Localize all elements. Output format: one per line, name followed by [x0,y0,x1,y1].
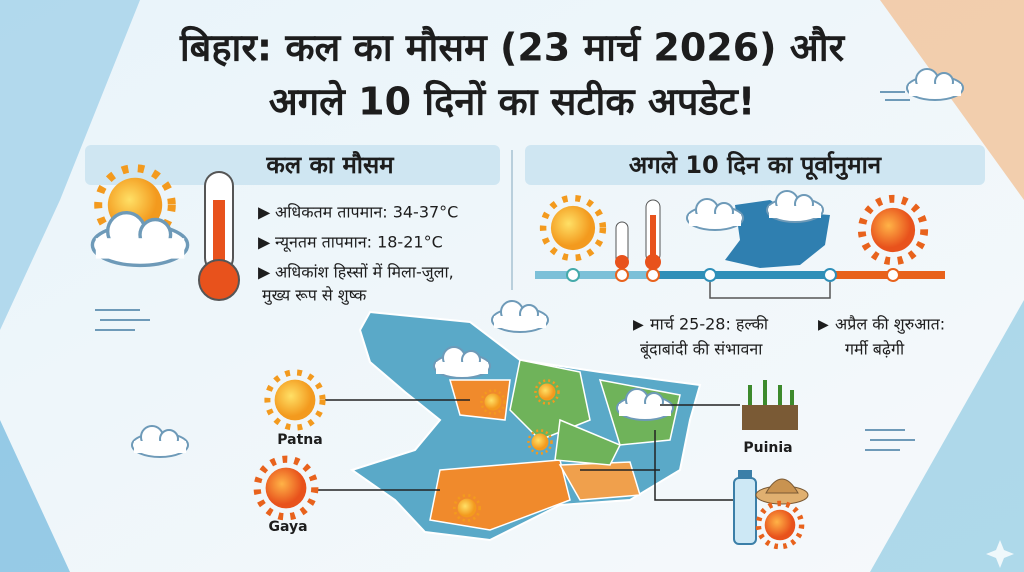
decor [880,0,1024,200]
note-text: गर्मी बढ़ेगी [845,340,905,359]
decor [0,0,140,330]
city-label: Gaya [268,519,307,535]
bullets: ▶ अधिकतम तापमान: 34-37°C ▶ न्यूनतम तापमा… [258,203,458,306]
bullet-marker: ▶ [258,233,271,252]
bullet-text: अधिकांश हिस्सों में मिला-जुला, [275,263,454,283]
sparkle [986,540,1014,568]
panel-title: अगले 10 दिन का पूर्वानुमान [629,151,883,181]
bullet-text: मुख्य रूप से शुष्क [262,286,367,306]
note-marker: ▶ [818,317,829,333]
note-marker: ▶ [633,317,644,333]
water-bottle [733,470,757,545]
crop-icon [742,380,798,430]
bullet-text: अधिकतम तापमान: 34-37°C [275,203,458,222]
thermometer [615,199,661,270]
note-text: बूंदाबांदी की संभावना [640,340,763,360]
wind-icon [95,91,915,451]
hat-icon [755,478,809,505]
bullet-text: न्यूनतम तापमान: 18-21°C [275,233,443,253]
title: बिहार: कल का मौसम (23 मार्च 2026) और [179,26,846,70]
forecast-timeline [535,268,945,299]
city-label: Puinia [743,440,792,456]
panel-header [525,145,985,185]
leader-lines [318,399,740,501]
city-label: Patna [277,432,322,448]
decor [0,420,70,572]
decor [870,300,1024,572]
panel-header [85,145,500,185]
panel-title: कल का मौसम [265,151,395,179]
note-text: अप्रैल की शुरुआत: [835,315,945,335]
title: अगले 10 दिनों का सटीक अपडेट! [269,80,756,124]
thermometer [198,171,240,301]
bullet-marker: ▶ [258,203,271,222]
bullet-marker: ▶ [258,263,271,282]
note-text: मार्च 25-28: हल्की [650,315,769,334]
